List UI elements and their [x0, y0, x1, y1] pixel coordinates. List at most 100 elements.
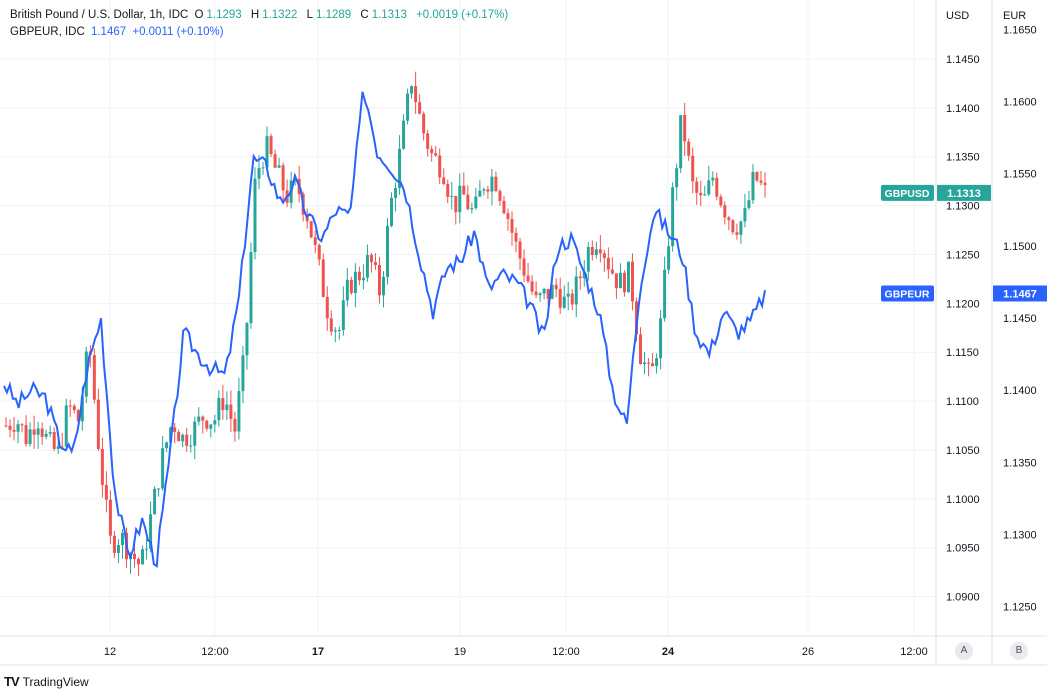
candle-body [209, 424, 213, 429]
candle-body [24, 425, 28, 445]
eur-axis-label: EUR [1003, 10, 1026, 22]
open-label: O [194, 9, 204, 21]
candle-body [120, 532, 124, 546]
candle-body [478, 190, 482, 197]
candle-body [8, 425, 12, 430]
compare-series-legend: GBPEUR, IDC 1.1467 +0.0011 (+0.10%) [10, 26, 227, 38]
tradingview-branding[interactable]: TV TradingView [4, 674, 89, 689]
main-series-legend: British Pound / U.S. Dollar, 1h, IDC O 1.… [10, 9, 511, 21]
candle-body [253, 178, 257, 253]
candle-body [707, 180, 711, 195]
candle-body [96, 399, 100, 449]
candle-body [594, 249, 598, 256]
gbpusd-name-label: GBPUSD [885, 188, 930, 200]
candle-body [538, 293, 542, 296]
candle-body [173, 427, 177, 432]
usd-tick-label: 1.1250 [946, 249, 980, 261]
candle-body [522, 258, 526, 276]
candle-body [526, 275, 530, 282]
candle-body [426, 133, 430, 149]
candle-body [249, 252, 253, 324]
candle-body [626, 261, 630, 293]
time-tick-label: 12:00 [552, 646, 580, 658]
low-label: L [306, 9, 313, 21]
usd-tick-label: 1.1100 [946, 396, 979, 408]
candle-body [40, 428, 44, 437]
usd-tick-label: 1.1200 [946, 298, 980, 310]
candle-body [659, 318, 663, 359]
candle-body [450, 195, 454, 197]
candle-body [145, 548, 149, 550]
candle-body [518, 241, 522, 259]
candle-body [566, 293, 570, 297]
candle-body [550, 284, 554, 299]
auto-scale-button[interactable]: A [955, 642, 973, 660]
candle-body [386, 225, 390, 277]
candle-body [4, 425, 8, 427]
candle-body [574, 276, 578, 305]
tradingview-logo-icon: TV [4, 674, 20, 689]
scale-b-button[interactable]: B [1010, 642, 1028, 660]
candle-body [442, 177, 446, 185]
candle-body [313, 237, 317, 245]
candle-body [108, 499, 112, 536]
candle-body [735, 232, 739, 235]
usd-tick-label: 1.1000 [946, 494, 980, 506]
usd-tick-label: 1.1450 [946, 54, 980, 66]
candle-body [60, 446, 64, 448]
candle-body [723, 205, 727, 218]
candle-body [36, 428, 40, 435]
time-tick-label: 12 [104, 646, 116, 658]
candle-body [651, 363, 655, 367]
candle-body [177, 431, 181, 442]
candle-body [727, 217, 731, 221]
candle-body [398, 148, 402, 189]
candle-body [72, 405, 76, 411]
candle-body [357, 271, 361, 281]
candle-body [630, 261, 634, 302]
eur-tick-label: 1.1400 [1003, 385, 1037, 397]
candle-body [137, 559, 141, 565]
candle-body [759, 180, 763, 183]
candle-body [321, 259, 325, 297]
candle-body [434, 153, 438, 156]
candle-body [546, 288, 550, 299]
candle-body [201, 416, 205, 421]
candle-body [622, 272, 626, 293]
usd-tick-label: 1.0950 [946, 543, 980, 555]
candle-body [739, 221, 743, 235]
candle-body [80, 396, 84, 422]
candle-body [116, 545, 120, 553]
candle-body [570, 293, 574, 305]
candle-body [494, 176, 498, 192]
gbpusd-price-label: 1.1313 [947, 188, 981, 200]
candle-body [44, 433, 48, 437]
candle-body [639, 334, 643, 365]
gbpeur-name-label: GBPEUR [885, 288, 930, 300]
candle-body [133, 553, 137, 560]
candle-body [715, 177, 719, 197]
close-label: C [360, 9, 369, 21]
candle-body [32, 429, 36, 435]
candle-body [225, 404, 229, 411]
candle-body [56, 446, 60, 449]
eur-tick-label: 1.1650 [1003, 24, 1037, 36]
candle-body [534, 291, 538, 296]
candle-body [486, 189, 490, 192]
gbpeur-price-label: 1.1467 [1003, 288, 1037, 300]
candle-body [751, 172, 755, 201]
candle-body [554, 284, 558, 290]
candle-body [233, 418, 237, 432]
candle-body [361, 277, 365, 281]
candle-body [377, 265, 381, 296]
candle-body [48, 432, 52, 434]
candle-body [562, 296, 566, 308]
candle-body [390, 197, 394, 226]
usd-tick-label: 1.0900 [946, 592, 980, 604]
candle-body [100, 448, 104, 485]
candle-body [205, 420, 209, 429]
gbpeur-price-badge [993, 285, 1047, 302]
candle-body [498, 191, 502, 201]
candle-body [687, 141, 691, 156]
